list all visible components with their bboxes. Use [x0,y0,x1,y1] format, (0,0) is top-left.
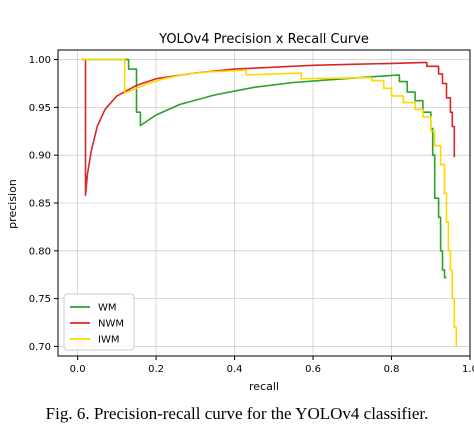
figure-caption: Fig. 6. Precision-recall curve for the Y… [45,404,429,423]
series-line-iwm [81,58,458,347]
series-lines [81,58,458,347]
x-tick-label: 0.4 [227,364,243,375]
x-tick-label: 0.6 [305,364,321,375]
x-tick-label: 0.0 [70,364,86,375]
y-tick-label: 0.70 [29,342,51,353]
y-tick-label: 0.90 [29,151,51,162]
x-axis-ticks: 0.0 0.2 0.4 0.6 0.8 1.0 [70,356,474,375]
y-tick-label: 0.85 [29,199,51,210]
x-axis-label: recall [249,380,279,393]
series-line-nwm [81,58,456,197]
chart-title: YOLOv4 Precision x Recall Curve [158,32,369,47]
y-axis-ticks: 0.70 0.75 0.80 0.85 0.90 0.95 1.00 [29,55,58,353]
legend-label-iwm: IWM [98,335,119,346]
y-tick-label: 0.95 [29,103,51,114]
series-line-wm [81,58,447,279]
legend-label-wm: WM [98,303,117,314]
pr-curve-chart: YOLOv4 Precision x Recall Curve 0.0 0.2 0.… [6,32,474,393]
x-tick-label: 0.2 [148,364,164,375]
legend-label-nwm: NWM [98,319,124,330]
y-tick-label: 0.80 [29,246,51,257]
y-tick-label: 0.75 [29,294,51,305]
legend: WM NWM IWM [63,293,135,351]
legend-box [63,293,135,351]
y-tick-label: 1.00 [29,55,51,66]
x-tick-label: 1.0 [462,364,474,375]
x-tick-label: 0.8 [384,364,400,375]
y-axis-label: precision [6,179,19,229]
